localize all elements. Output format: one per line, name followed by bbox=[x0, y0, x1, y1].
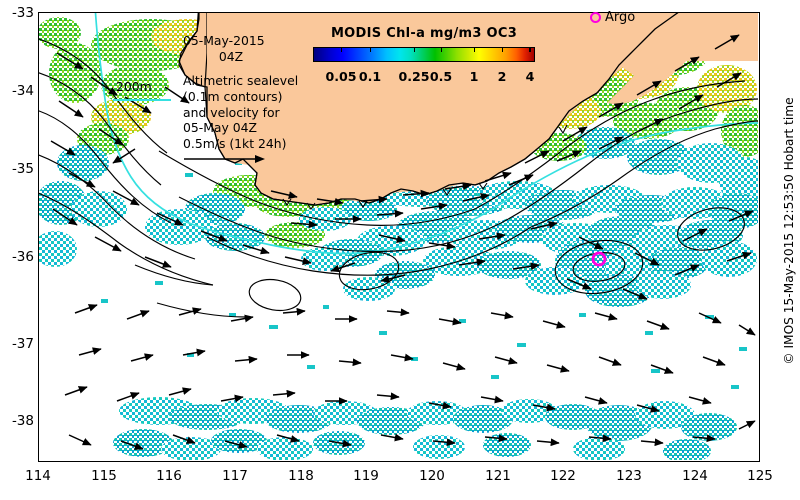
x-tick-label: 117 bbox=[222, 468, 248, 484]
y-tick-label: -34 bbox=[11, 83, 34, 99]
y-tick-label: -38 bbox=[11, 413, 34, 429]
colorbar-tick-label: 1 bbox=[469, 69, 479, 84]
sealevel-contours bbox=[39, 38, 758, 318]
scale-bar: 200m bbox=[113, 79, 175, 102]
x-tick-label: 123 bbox=[616, 468, 642, 484]
y-tick-label: -36 bbox=[11, 249, 34, 265]
argo-legend: Argo bbox=[590, 10, 635, 25]
y-tick-label: -35 bbox=[11, 161, 34, 177]
credit-text: © IMOS 15-May-2015 12:53:50 Hobart time bbox=[782, 97, 796, 365]
velocity-vectors bbox=[50, 34, 756, 450]
argo-float-markers[interactable] bbox=[591, 251, 607, 267]
scale-bar-line bbox=[113, 99, 171, 102]
colorbar-tick-label: 0.25 bbox=[398, 69, 430, 84]
scale-bar-label: 200m bbox=[116, 79, 152, 94]
colorbar-tick-label: 0.05 bbox=[325, 69, 357, 84]
x-tick-label: 120 bbox=[419, 468, 445, 484]
isobath-200m bbox=[94, 13, 758, 255]
annotation-description: Altimetric sealevel (0.1m contours) and … bbox=[183, 72, 299, 152]
map-annotation-block: 05-May-2015 04Z Altimetric sealevel (0.1… bbox=[183, 33, 305, 169]
x-tick-label: 125 bbox=[747, 468, 773, 484]
argo-float-marker[interactable] bbox=[591, 251, 607, 267]
x-tick-label: 118 bbox=[288, 468, 314, 484]
colorbar-legend: MODIS Chl-a mg/m3 OC3 0.05 0.1 0.25 0.5 … bbox=[300, 26, 548, 85]
colorbar-tick-label: 0.5 bbox=[429, 69, 453, 84]
colorbar-tick-label: 2 bbox=[497, 69, 507, 84]
colorbar-tick-label: 0.1 bbox=[358, 69, 382, 84]
x-tick-label: 122 bbox=[550, 468, 576, 484]
velocity-reference-arrow bbox=[183, 153, 305, 169]
x-tick-label: 116 bbox=[156, 468, 182, 484]
argo-marker-icon bbox=[590, 12, 601, 23]
x-tick-label: 119 bbox=[353, 468, 379, 484]
colorbar-ticks bbox=[313, 47, 535, 68]
credit-text-container: © IMOS 15-May-2015 12:53:50 Hobart time bbox=[766, 12, 796, 462]
annotation-date: 05-May-2015 bbox=[183, 33, 265, 48]
argo-legend-label: Argo bbox=[605, 10, 636, 25]
x-tick-label: 115 bbox=[91, 468, 117, 484]
chlorophyll-field bbox=[39, 13, 758, 460]
annotation-time: 04Z bbox=[218, 48, 244, 64]
colorbar-title: MODIS Chl-a mg/m3 OC3 bbox=[330, 26, 518, 41]
colorbar-tick-label: 4 bbox=[525, 69, 535, 84]
y-tick-label: -33 bbox=[11, 5, 34, 21]
x-tick-label: 124 bbox=[682, 468, 708, 484]
colorbar-tick-labels: 0.05 0.1 0.25 0.5 1 2 4 bbox=[300, 69, 548, 85]
colorbar-gradient bbox=[313, 47, 535, 62]
x-tick-label: 114 bbox=[25, 468, 51, 484]
x-tick-label: 121 bbox=[485, 468, 511, 484]
y-tick-label: -37 bbox=[11, 336, 34, 352]
